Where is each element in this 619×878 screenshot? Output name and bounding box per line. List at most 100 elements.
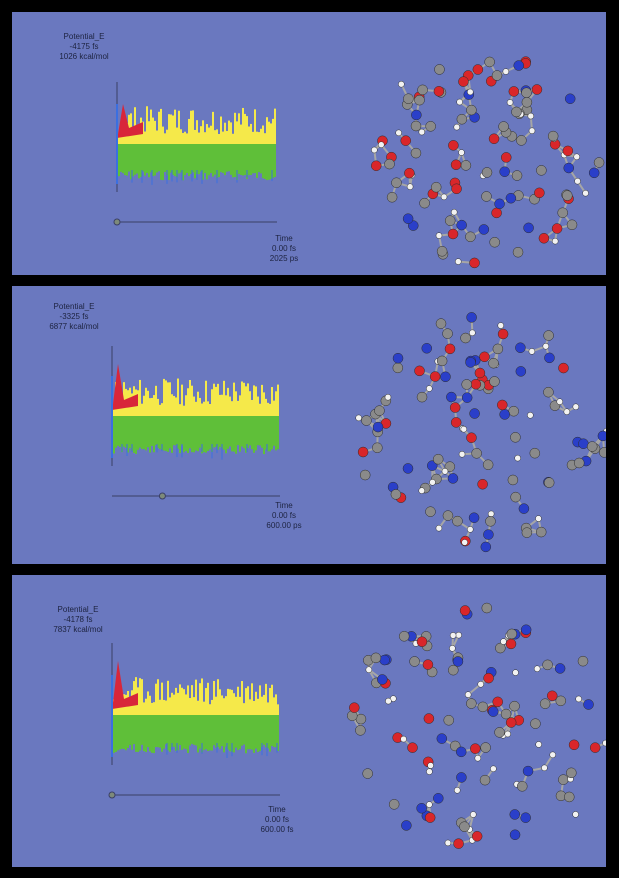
hydrogen-atom (440, 193, 448, 201)
oxygen-atom (429, 371, 441, 382)
oxygen-atom (407, 742, 418, 753)
nitrogen-atom (554, 663, 566, 674)
hydrogen-atom (426, 385, 433, 392)
molecule-view[interactable] (332, 37, 606, 275)
carbon-atom (471, 448, 482, 459)
hydrogen-atom (514, 454, 521, 462)
hydrogen-atom (528, 348, 536, 355)
oxygen-atom (551, 223, 563, 234)
carbon-atom (465, 231, 476, 243)
nitrogen-atom (520, 812, 531, 823)
hydrogen-atom (527, 112, 535, 120)
carbon-atom (566, 767, 577, 779)
oxygen-atom (505, 717, 517, 728)
oxygen-atom (466, 432, 477, 443)
carbon-atom (477, 701, 489, 713)
hydrogen-atom (575, 695, 582, 703)
nitrogen-atom (520, 624, 532, 636)
hydrogen-atom (441, 468, 449, 475)
oxygen-atom (500, 152, 512, 163)
carbon-atom (512, 246, 524, 258)
carbon-atom (516, 781, 528, 792)
carbon-atom (372, 442, 383, 453)
carbon-atom (500, 708, 512, 720)
nitrogen-atom (544, 352, 555, 364)
nitrogen-atom (505, 192, 517, 204)
nitrogen-atom (483, 529, 494, 540)
carbon-atom (543, 330, 554, 341)
oxygen-atom (458, 76, 469, 87)
energy-readout: Potential_E -4178 fs 7837 kcal/mol (28, 605, 128, 635)
carbon-atom (535, 526, 547, 538)
molecule-view[interactable] (332, 301, 606, 561)
hydrogen-atom (602, 739, 606, 747)
hydrogen-atom (504, 730, 511, 738)
hydrogen-atom (426, 768, 433, 775)
carbon-atom (484, 56, 495, 68)
oxygen-atom (449, 402, 461, 413)
nitrogen-atom (377, 674, 388, 685)
oxygen-atom (469, 257, 480, 269)
hydrogen-atom (572, 811, 579, 818)
carbon-atom (511, 106, 522, 118)
molecule-view[interactable] (332, 585, 606, 865)
hydrogen-atom (406, 183, 414, 190)
simulation-panel-1: Potential_E -4175 fs 1026 kcal/mol Time … (12, 12, 606, 275)
nitrogen-atom (522, 765, 534, 777)
energy-trace-plot (113, 82, 277, 226)
energy-readout: Potential_E -4175 fs 1026 kcal/mol (34, 32, 134, 62)
energy-readout: Potential_E -3325 fs 6877 kcal/mol (24, 302, 124, 332)
energy-unit-value: 7837 kcal/mol (53, 625, 103, 634)
hydrogen-atom (542, 343, 550, 350)
hydrogen-atom (502, 68, 510, 75)
carbon-atom (403, 93, 414, 104)
carbon-atom (491, 70, 503, 81)
oxygen-atom (451, 183, 462, 195)
carbon-atom (557, 207, 568, 219)
oxygen-atom (447, 228, 459, 240)
nitrogen-atom (402, 463, 414, 474)
carbon-atom (511, 170, 523, 181)
hydrogen-atom (453, 123, 461, 131)
nitrogen-atom (411, 109, 422, 121)
time-readout: Time 0.00 fs 2025 ps (249, 234, 319, 264)
oxygen-atom (568, 739, 580, 751)
energy-unit-value: 1026 kcal/mol (59, 52, 109, 61)
carbon-atom (430, 181, 442, 193)
carbon-atom (506, 628, 518, 640)
oxygen-atom (414, 365, 425, 377)
hydrogen-atom (455, 631, 462, 639)
carbon-atom (410, 120, 422, 132)
oxygen-atom (422, 659, 434, 670)
hydrogen-atom (477, 681, 484, 688)
carbon-atom (555, 695, 567, 707)
oxygen-atom (497, 399, 508, 411)
energy-value: -3325 fs (59, 312, 89, 321)
time-value: 0.00 fs (271, 511, 296, 520)
time-title: Time (275, 501, 293, 510)
oxygen-atom (357, 446, 369, 458)
simulation-panel-3: Potential_E -4178 fs 7837 kcal/mol Time … (12, 575, 606, 867)
carbon-atom (434, 64, 445, 75)
oxygen-atom (349, 702, 360, 713)
hydrogen-atom (464, 691, 472, 698)
hydrogen-atom (467, 88, 474, 96)
oxygen-atom (470, 743, 481, 754)
hydrogen-atom (533, 665, 541, 672)
carbon-atom (488, 357, 499, 369)
hydrogen-atom (582, 189, 589, 197)
carbon-atom (442, 328, 453, 339)
carbon-atom (459, 821, 470, 832)
nitrogen-atom (488, 706, 499, 717)
hydrogen-atom (549, 751, 556, 759)
hydrogen-atom (449, 632, 457, 639)
carbon-atom (536, 165, 547, 176)
hydrogen-atom (458, 451, 466, 458)
hydrogen-atom (418, 128, 426, 136)
hydrogen-atom (497, 322, 505, 329)
carbon-atom (390, 489, 402, 500)
carbon-atom (388, 799, 400, 810)
carbon-atom (521, 527, 533, 538)
trace-red-spike (112, 661, 138, 711)
trace-red-spike (117, 104, 143, 140)
